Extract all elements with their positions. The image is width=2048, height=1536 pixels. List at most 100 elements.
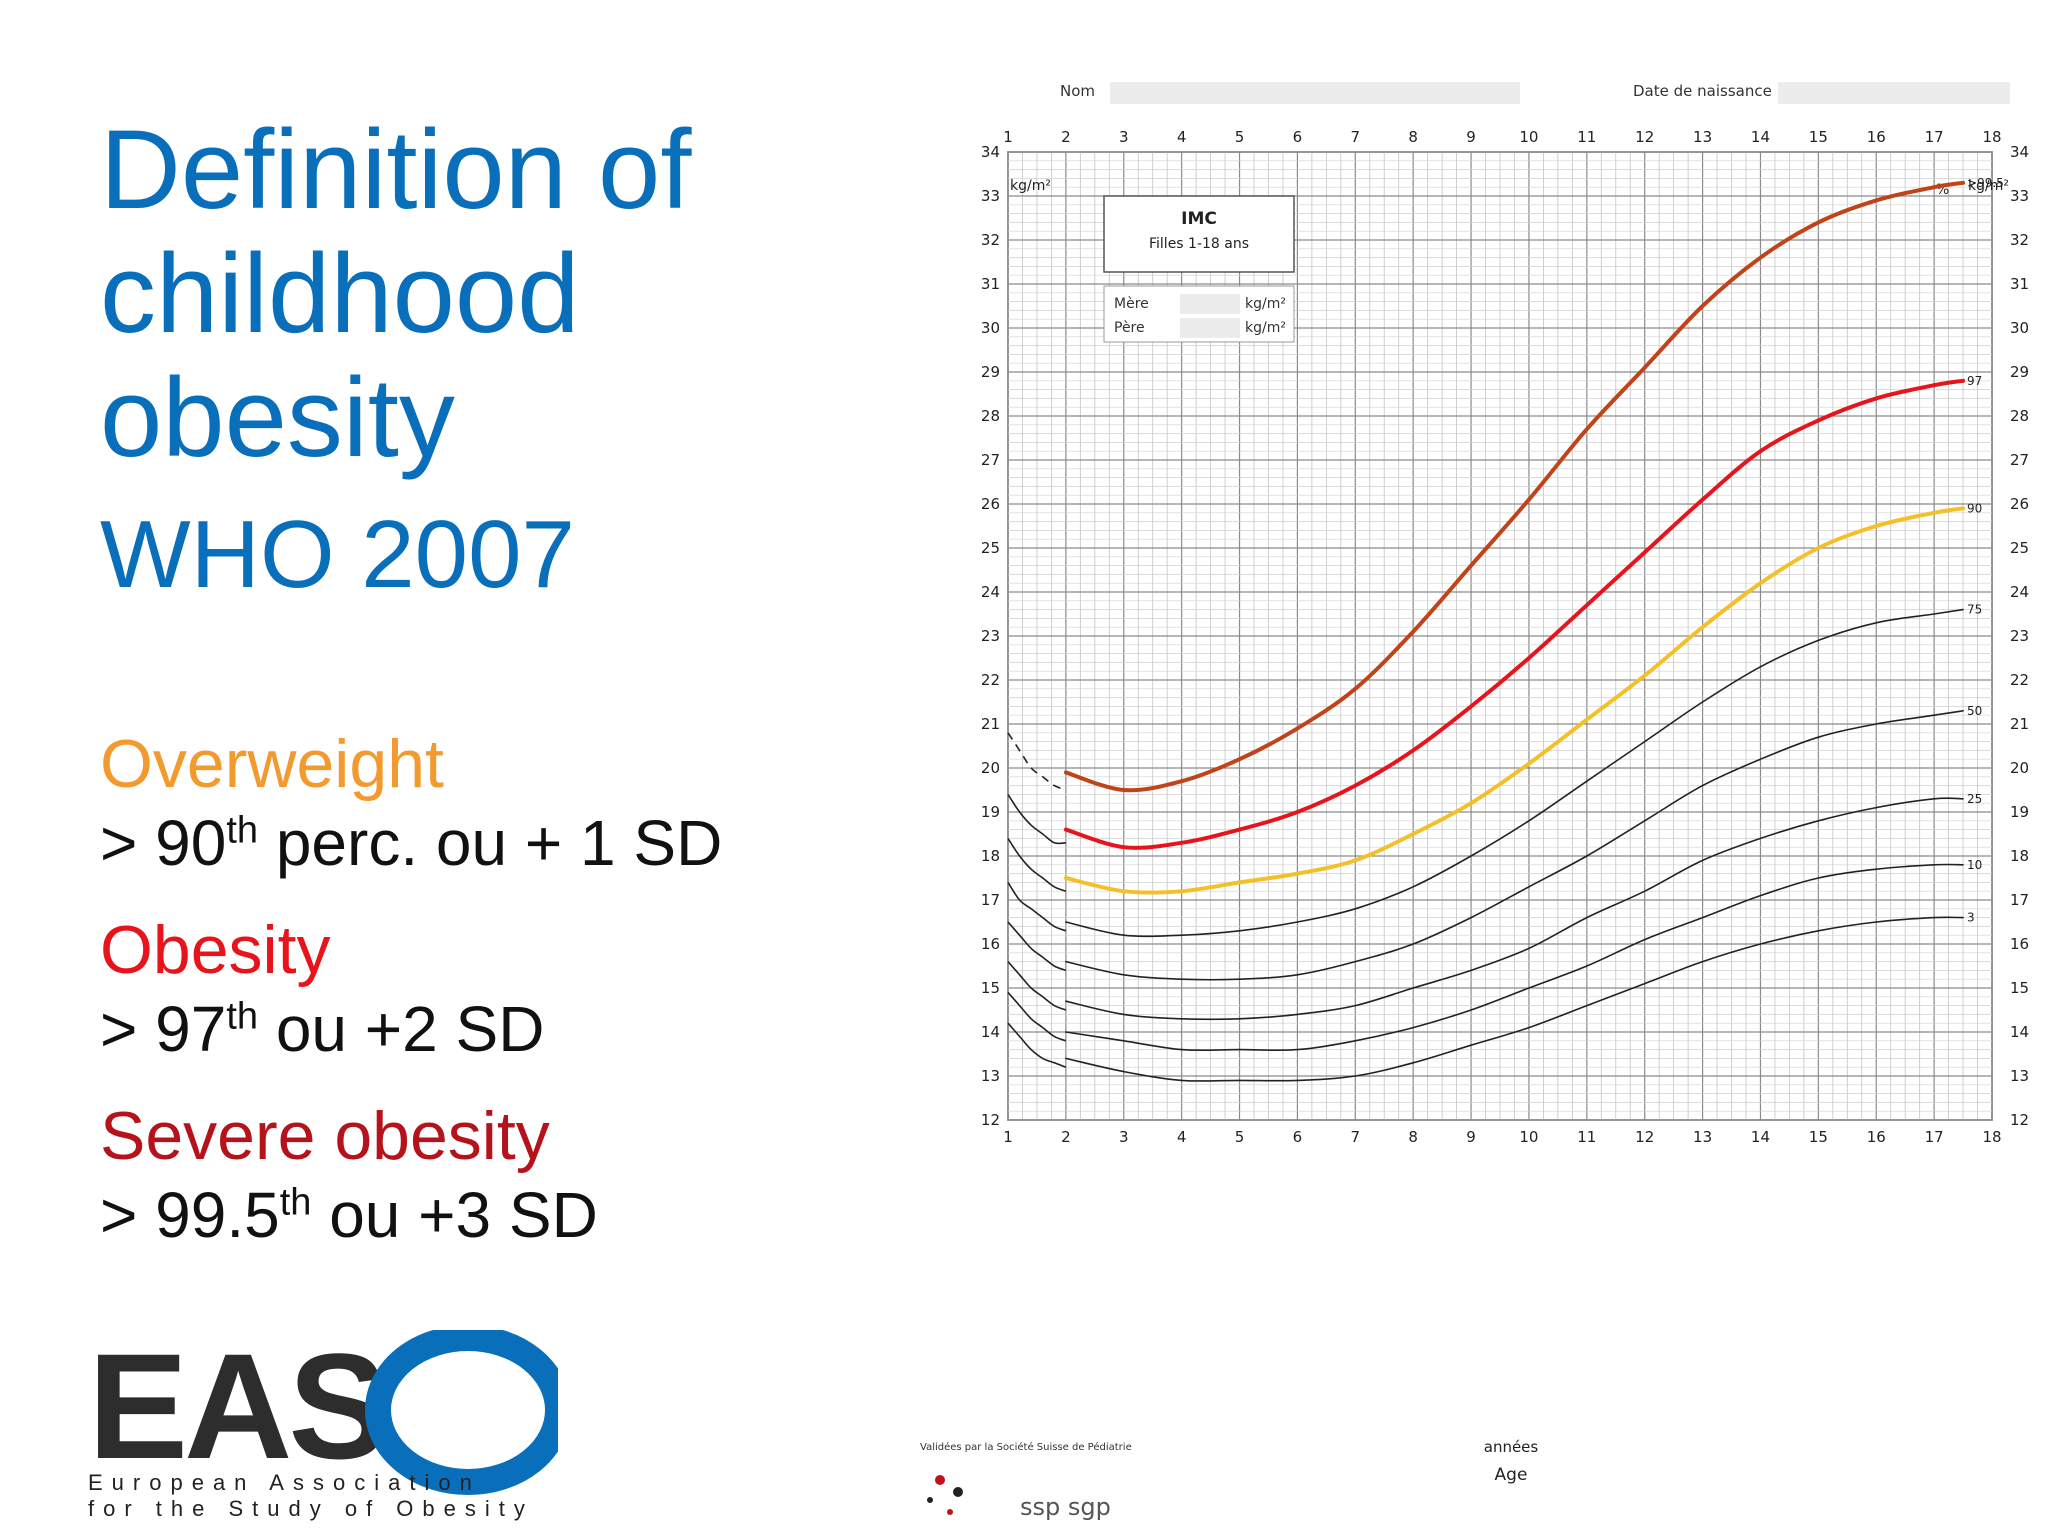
form-field-name-input[interactable] [1110, 82, 1520, 104]
chart-box-subtitle: Filles 1-18 ans [1149, 236, 1249, 252]
x-tick-label-bottom: 16 [1867, 1128, 1886, 1146]
y-tick-label-right: 19 [2010, 803, 2029, 821]
y-tick-label-right: 31 [2010, 275, 2029, 293]
series-end-label: 3 [1967, 911, 1975, 925]
series-end-label: 10 [1967, 858, 1982, 872]
x-tick-label-bottom: 4 [1177, 1128, 1187, 1146]
y-unit-left: kg/m² [1010, 178, 1051, 194]
y-tick-label-left: 33 [981, 187, 1000, 205]
y-tick-label-right: 15 [2010, 979, 2029, 997]
series-line-p75 [1065, 608, 1964, 938]
y-tick-label-left: 28 [981, 407, 1000, 425]
x-tick-label-top: 9 [1466, 128, 1476, 146]
definition-severe-obesity: Severe obesity > 99.5th ou +3 SD [100, 1096, 880, 1254]
mother-bmi-input[interactable] [1180, 294, 1240, 314]
easo-tagline-line2: for the Study of Obesity [88, 1496, 534, 1521]
x-tick-label-bottom: 8 [1408, 1128, 1418, 1146]
y-tick-label-right: 25 [2010, 539, 2029, 557]
y-tick-label-left: 32 [981, 231, 1000, 249]
percentile-lines [1007, 180, 1966, 1082]
percentile-end-labels: 3 10 25 50 75 90 97 >99.5 [1967, 176, 2004, 925]
bmi-growth-chart: Nom Date de naissance IMC Filles 1-18 an… [920, 82, 2029, 1521]
y-unit-right: kg/m² [1968, 178, 2009, 194]
rule-ordinal: th [226, 809, 259, 852]
y-tick-label-left: 16 [981, 935, 1000, 953]
father-unit: kg/m² [1245, 320, 1286, 336]
definition-overweight: Overweight > 90th perc. ou + 1 SD [100, 724, 880, 882]
ssp-logo-icon [927, 1475, 963, 1515]
x-tick-label-top: 10 [1519, 128, 1538, 146]
y-tick-label-left: 23 [981, 627, 1000, 645]
x-tick-label-bottom: 9 [1466, 1128, 1476, 1146]
easo-letters: EAS [88, 1330, 384, 1490]
x-tick-label-top: 12 [1635, 128, 1654, 146]
x-tick-label-bottom: 6 [1293, 1128, 1303, 1146]
definition-name: Severe obesity [100, 1098, 550, 1174]
rule-ordinal: th [226, 995, 259, 1038]
x-tick-label-top: 5 [1235, 128, 1245, 146]
y-tick-label-right: 18 [2010, 847, 2029, 865]
y-tick-label-left: 29 [981, 363, 1000, 381]
form-field-dob-input[interactable] [1778, 82, 2010, 104]
x-tick-label-bottom: 2 [1061, 1128, 1071, 1146]
y-tick-label-right: 30 [2010, 319, 2029, 337]
infant-line-p75 [1007, 881, 1067, 932]
y-tick-label-right: 24 [2010, 583, 2029, 601]
y-tick-label-right: 29 [2010, 363, 2029, 381]
y-tick-label-left: 25 [981, 539, 1000, 557]
y-tick-label-left: 31 [981, 275, 1000, 293]
x-tick-label-bottom: 1 [1003, 1128, 1013, 1146]
ssp-logo-text: ssp sgp [1020, 1493, 1111, 1521]
y-tick-label-left: 20 [981, 759, 1000, 777]
definition-rule: > 97th ou +2 SD [100, 990, 880, 1068]
y-tick-label-right: 26 [2010, 495, 2029, 513]
y-tick-label-right: 34 [2010, 143, 2029, 161]
x-tick-label-top: 11 [1577, 128, 1596, 146]
x-tick-label-top: 17 [1925, 128, 1944, 146]
infant-line-p90 [1007, 837, 1067, 892]
x-axis-label: Age [1495, 1465, 1528, 1485]
y-tick-label-right: 20 [2010, 759, 2029, 777]
mother-unit: kg/m² [1245, 296, 1286, 312]
easo-tagline: European Association for the Study of Ob… [88, 1470, 534, 1522]
series-line-p25 [1065, 797, 1964, 1021]
x-tick-label-bottom: 15 [1809, 1128, 1828, 1146]
easo-logo: EAS [88, 1330, 558, 1495]
rule-text: ou +3 SD [311, 1179, 598, 1251]
axis-ticks: 1122334455667788991010111112121313141415… [981, 128, 2029, 1146]
infant-line-p995 [1007, 732, 1067, 791]
series-line-p10 [1065, 863, 1964, 1052]
y-tick-label-left: 18 [981, 847, 1000, 865]
infant-line-p3 [1007, 1022, 1067, 1068]
y-tick-label-right: 28 [2010, 407, 2029, 425]
series-end-label: 50 [1967, 704, 1982, 718]
y-tick-label-left: 15 [981, 979, 1000, 997]
y-tick-label-right: 22 [2010, 671, 2029, 689]
y-tick-label-left: 34 [981, 143, 1000, 161]
father-label: Père [1114, 320, 1145, 336]
slide-subtitle: WHO 2007 [100, 501, 575, 608]
x-tick-label-top: 6 [1293, 128, 1303, 146]
rule-text: perc. ou + 1 SD [258, 807, 723, 879]
y-tick-label-right: 21 [2010, 715, 2029, 733]
x-tick-label-bottom: 3 [1119, 1128, 1129, 1146]
father-bmi-input[interactable] [1180, 318, 1240, 338]
x-tick-label-top: 13 [1693, 128, 1712, 146]
y-tick-label-right: 33 [2010, 187, 2029, 205]
x-tick-label-top: 14 [1751, 128, 1770, 146]
y-tick-label-left: 26 [981, 495, 1000, 513]
y-tick-label-left: 30 [981, 319, 1000, 337]
x-tick-label-top: 1 [1003, 128, 1013, 146]
x-tick-label-bottom: 13 [1693, 1128, 1712, 1146]
x-tick-label-bottom: 11 [1577, 1128, 1596, 1146]
rule-value: > 97 [100, 993, 227, 1065]
x-tick-label-bottom: 7 [1351, 1128, 1361, 1146]
slide-title: Definition of childhood obesity [100, 107, 692, 480]
x-tick-label-top: 2 [1061, 128, 1071, 146]
y-tick-label-left: 27 [981, 451, 1000, 469]
infant-line-p50 [1007, 921, 1067, 972]
form-field-dob-label: Date de naissance [1633, 82, 1772, 100]
chart-info-box [1103, 195, 1295, 273]
y-tick-label-right: 23 [2010, 627, 2029, 645]
footer-validation-text: Validées par la Société Suisse de Pédiat… [920, 1441, 1132, 1453]
